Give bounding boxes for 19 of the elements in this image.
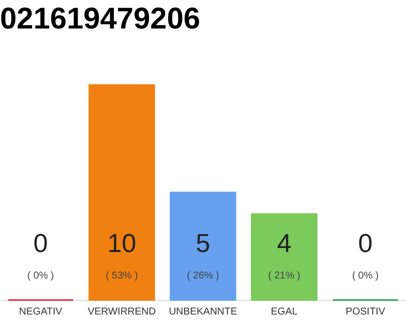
data-label: 0 [358, 228, 373, 258]
annotation: ( 21% ) [268, 270, 300, 282]
annotation: ( 0% ) [27, 270, 54, 282]
data-label: 10 [107, 228, 136, 258]
bar [88, 84, 156, 301]
x-tick-label: UNBEKANNTE [168, 306, 238, 318]
x-tick-label: VERWIRREND [88, 306, 156, 318]
x-tick-label: POSITIV [346, 306, 386, 318]
x-tick-label: EGAL [270, 306, 298, 318]
annotation: ( 0% ) [352, 270, 379, 282]
bar [170, 192, 236, 301]
data-label: 4 [276, 228, 292, 258]
x-tick-label: NEGATIV [19, 306, 63, 318]
bar [250, 213, 318, 301]
annotation: ( 26% ) [186, 270, 220, 282]
annotation: ( 53% ) [106, 270, 138, 282]
chart-title: 021619479206 [0, 2, 200, 36]
data-label: 5 [196, 228, 210, 258]
data-label: 0 [33, 228, 48, 258]
